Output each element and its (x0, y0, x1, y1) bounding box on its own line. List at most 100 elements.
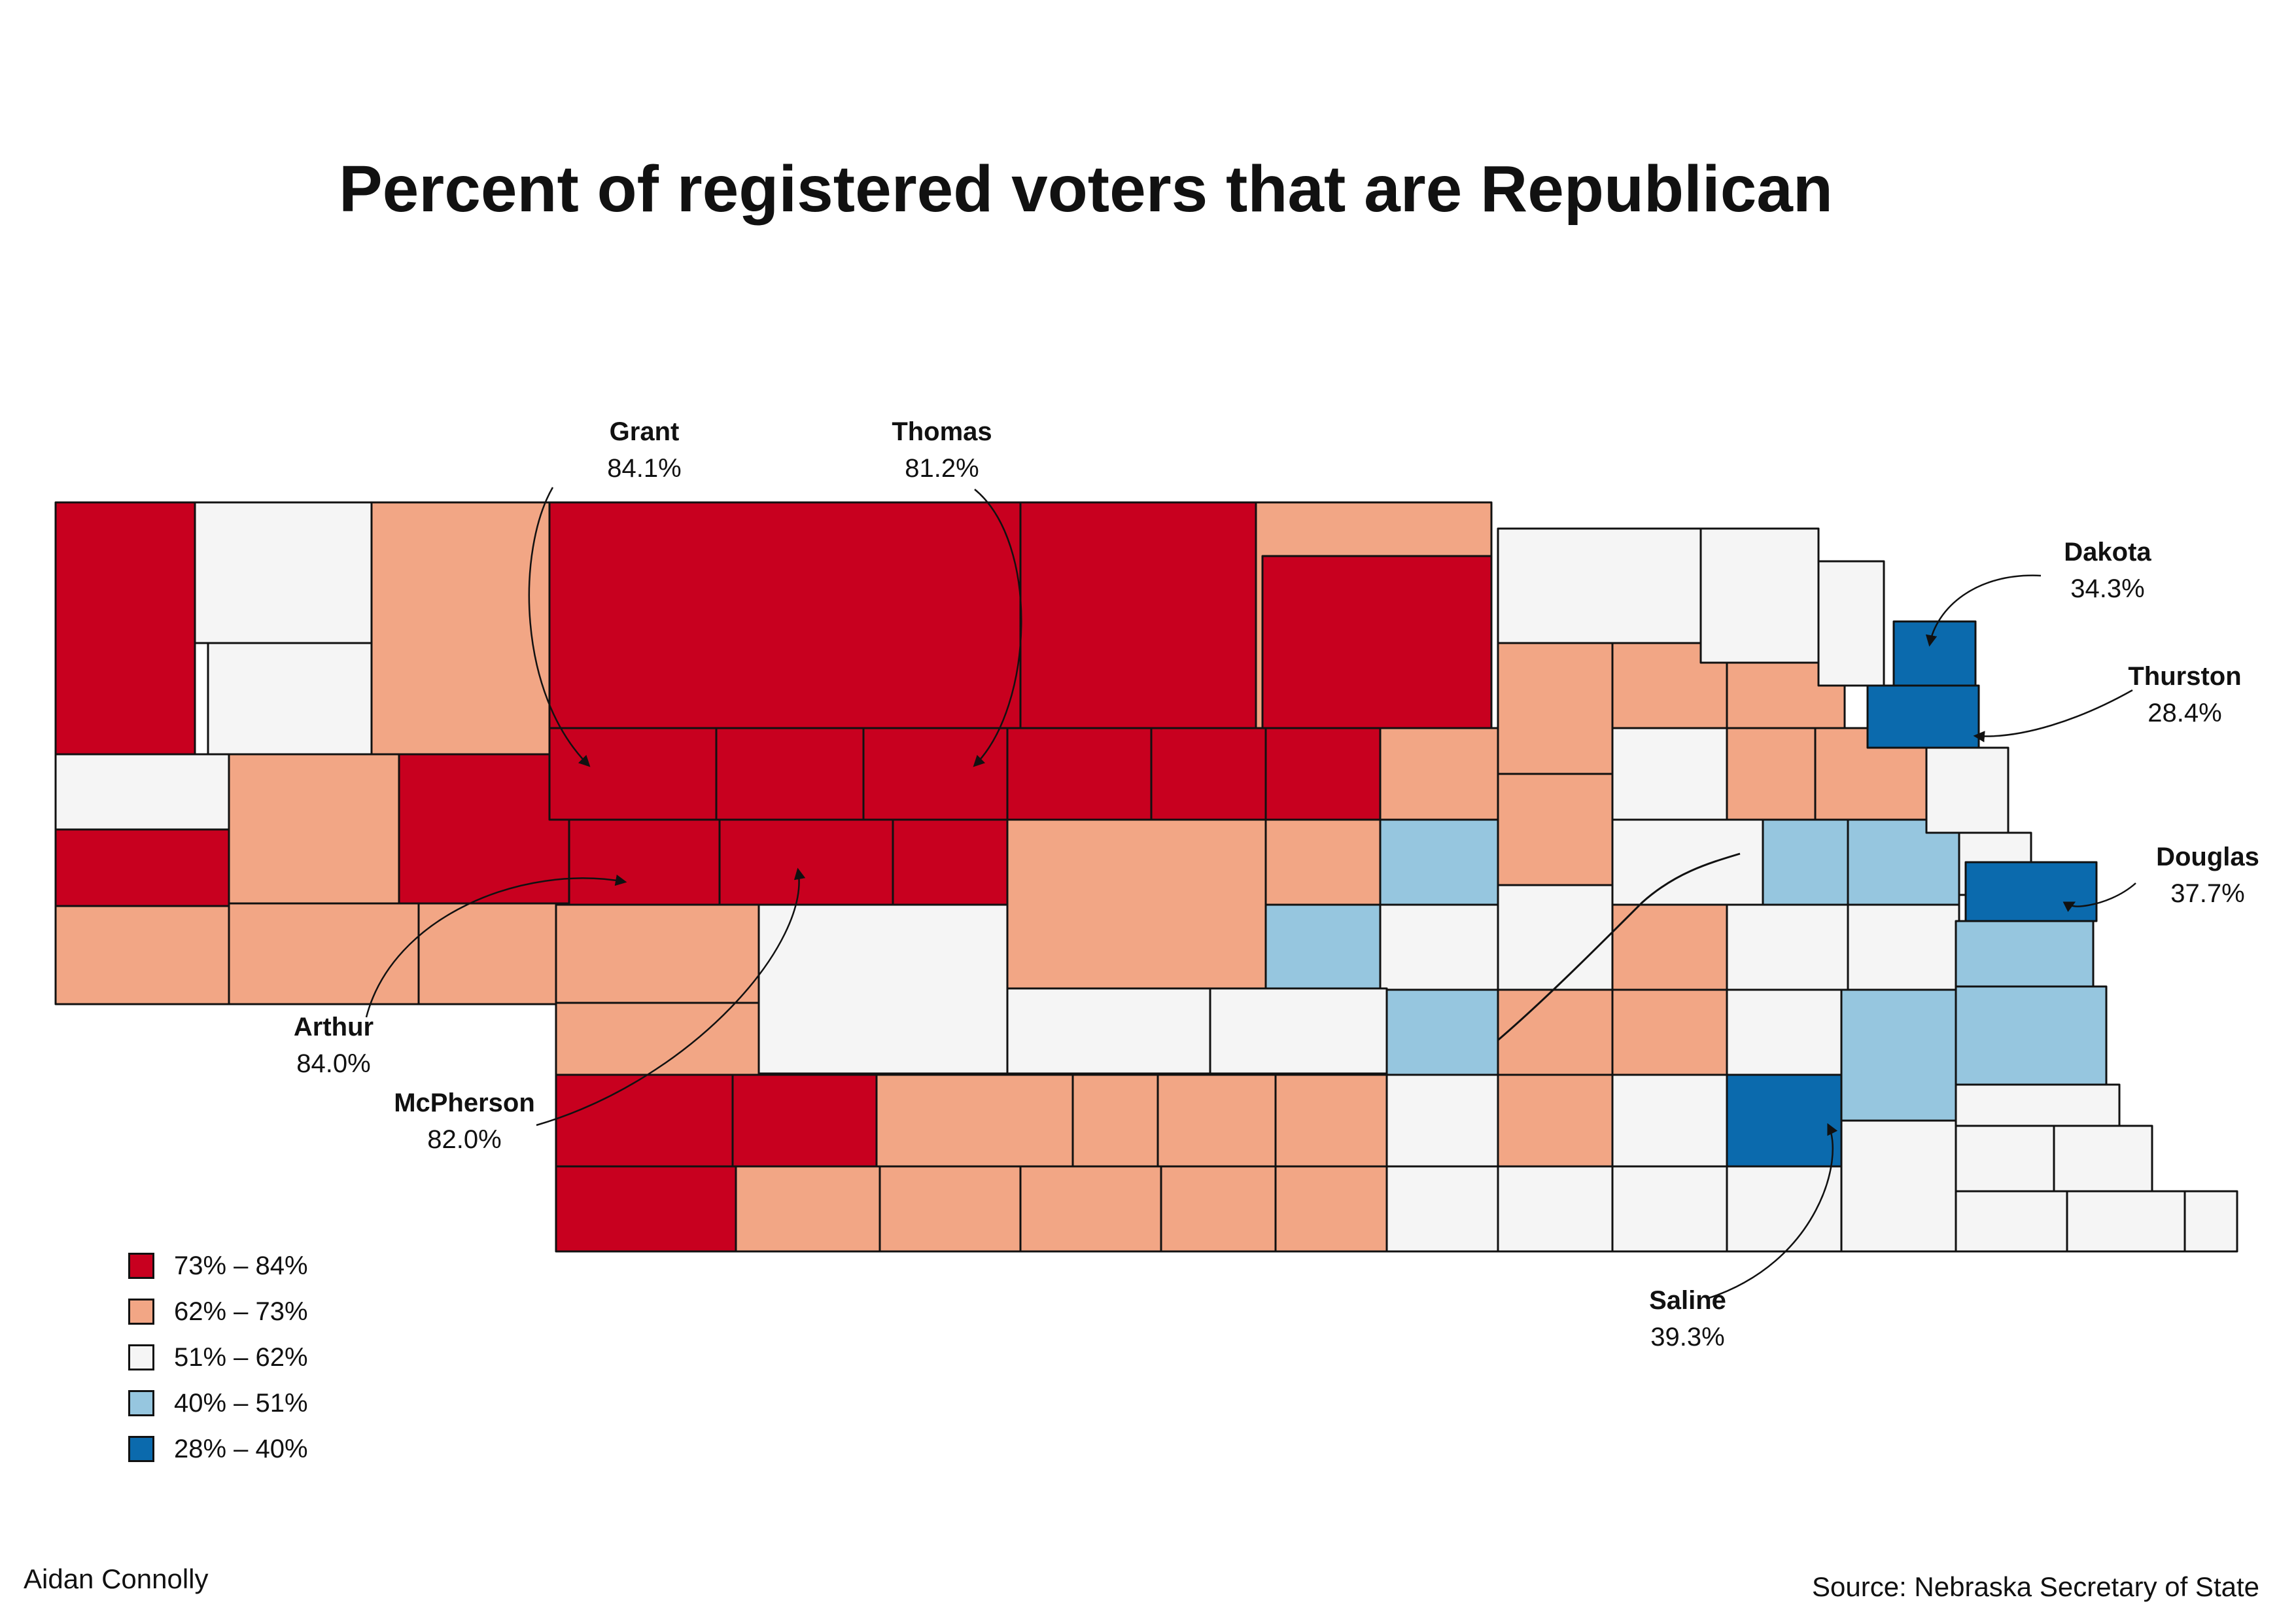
county (398, 753, 570, 905)
county (1611, 903, 1728, 991)
county (1497, 773, 1614, 886)
county (1726, 1165, 1843, 1253)
mcpherson-leader (536, 867, 806, 1126)
county (568, 818, 721, 906)
callout-mcpherson-name: McPherson (394, 1089, 535, 1117)
county (2053, 1125, 2153, 1193)
callout-grant: Grant 84.1% (563, 413, 726, 487)
legend-swatch (128, 1253, 154, 1279)
thurston-leader (1973, 689, 2133, 742)
county (1385, 988, 1499, 1076)
county (1955, 920, 2095, 988)
saline-leader (1707, 1123, 1838, 1300)
map-title: Percent of registered voters that are Re… (338, 152, 1834, 226)
county (1006, 987, 1211, 1075)
legend-swatch (128, 1344, 154, 1370)
callout-arthur: Arthur 84.0% (262, 1009, 406, 1082)
county (892, 818, 1009, 906)
legend-swatch (128, 1390, 154, 1416)
thomas-leader (973, 489, 1022, 767)
county (417, 902, 570, 1005)
county (1847, 903, 1960, 991)
county (1209, 987, 1388, 1075)
county (1019, 1165, 1162, 1253)
callout-thurston: Thurston 28.4% (2106, 658, 2263, 731)
callout-thomas-value: 81.2% (905, 454, 979, 483)
callout-dakota-name: Dakota (2064, 538, 2151, 567)
county (207, 642, 373, 756)
county (1497, 527, 1702, 644)
county (54, 828, 230, 907)
county (1611, 1073, 1728, 1168)
county (555, 1165, 737, 1253)
county (1157, 1073, 1277, 1168)
county (1964, 861, 2098, 922)
county (1264, 727, 1382, 821)
legend-label: 28% – 40% (174, 1434, 308, 1463)
county (555, 1073, 734, 1168)
callout-arthur-name: Arthur (293, 1013, 374, 1041)
county (1385, 1165, 1499, 1253)
county (1762, 818, 1849, 906)
county (1497, 1073, 1614, 1168)
callout-grant-name: Grant (609, 417, 680, 446)
callout-thomas-name: Thomas (892, 417, 992, 446)
county (1892, 620, 1977, 687)
county (1379, 727, 1499, 821)
county (1840, 988, 1957, 1122)
callout-thurston-value: 28.4% (2148, 699, 2222, 727)
county (1379, 818, 1499, 906)
county (1699, 527, 1820, 664)
county (228, 753, 400, 905)
county (718, 818, 894, 906)
county (1071, 1073, 1159, 1168)
legend-swatch (128, 1299, 154, 1325)
county (875, 1073, 1074, 1168)
callout-thurston-name: Thurston (2128, 662, 2242, 691)
county (1379, 903, 1499, 991)
county (2183, 1190, 2238, 1253)
legend-item: 62% – 73% (128, 1289, 308, 1335)
county (1817, 560, 1885, 687)
county (1497, 1165, 1614, 1253)
callout-saline-name: Saline (1649, 1286, 1726, 1315)
county (878, 1165, 1022, 1253)
county (757, 903, 1009, 1075)
county (715, 727, 865, 821)
callout-grant-value: 84.1% (607, 454, 682, 483)
legend-item: 73% – 84% (128, 1243, 308, 1289)
legend-label: 73% – 84% (174, 1251, 308, 1280)
county (1955, 1125, 2055, 1193)
county (54, 905, 230, 1005)
county (1497, 642, 1614, 775)
county (1955, 1190, 2068, 1253)
callout-mcpherson-value: 82.0% (427, 1125, 502, 1154)
legend-item: 28% – 40% (128, 1426, 308, 1472)
legend-item: 51% – 62% (128, 1335, 308, 1380)
county (1497, 988, 1614, 1076)
callout-dakota: Dakota 34.3% (2036, 534, 2180, 607)
county (1726, 988, 1843, 1076)
author-credit: Aidan Connolly (24, 1563, 209, 1594)
county (731, 1073, 878, 1168)
county (370, 501, 551, 756)
county (194, 501, 373, 644)
douglas-leader (2062, 882, 2136, 913)
county (548, 501, 1022, 729)
county (1955, 985, 2108, 1086)
grant-leader (528, 487, 591, 767)
county (1264, 903, 1382, 990)
county (228, 902, 420, 1005)
callout-douglas: Douglas 37.7% (2129, 839, 2286, 912)
county (1840, 1119, 1957, 1253)
county (1274, 1073, 1388, 1168)
county (1611, 727, 1728, 821)
county (1006, 818, 1267, 990)
callout-dakota-value: 34.3% (2070, 574, 2145, 603)
county (1611, 818, 1764, 906)
legend-label: 51% – 62% (174, 1342, 308, 1372)
river-line (1497, 852, 1741, 1041)
county (2066, 1190, 2186, 1253)
county (1726, 727, 1817, 821)
county (862, 727, 1009, 821)
